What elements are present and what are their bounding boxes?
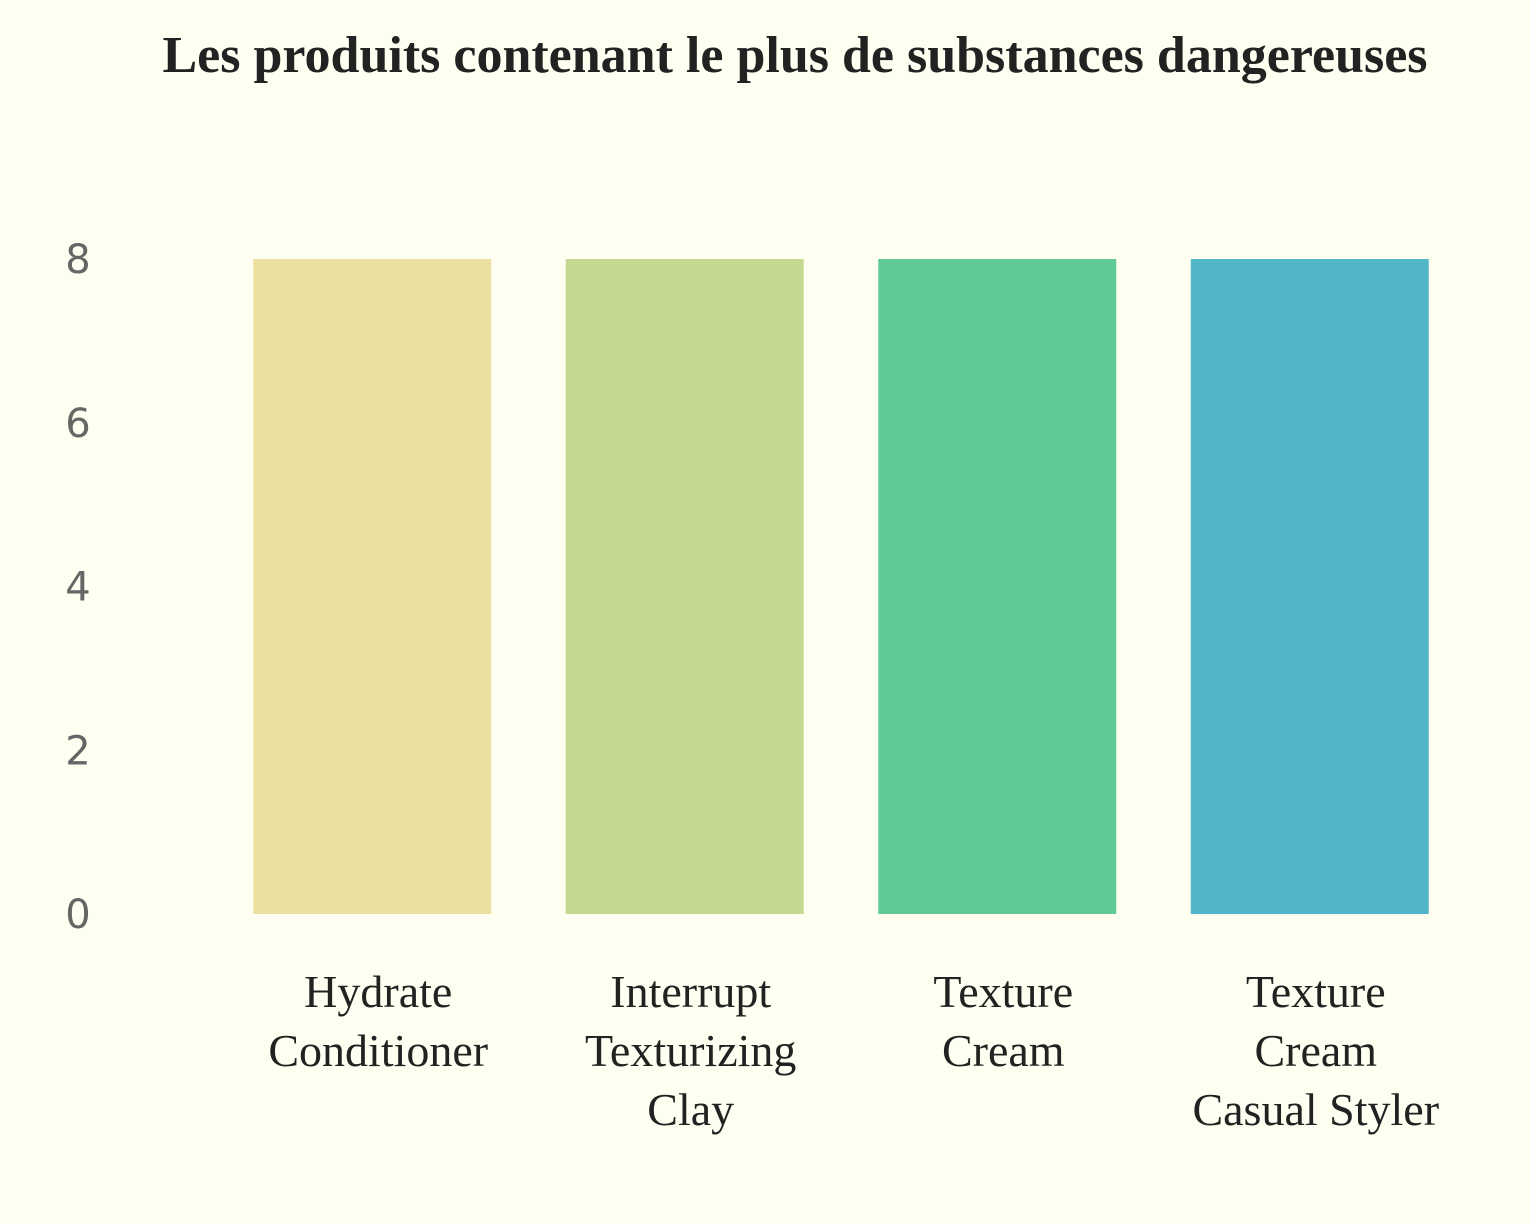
x-tick-label: Texture	[1246, 966, 1386, 1017]
x-tick-label: Texture	[933, 966, 1073, 1017]
x-tick-label: Conditioner	[268, 1025, 488, 1076]
y-tick-label: 6	[65, 401, 90, 447]
bar[interactable]	[878, 259, 1117, 914]
y-axis: 0 2 4 6 8	[65, 237, 90, 938]
x-tick-label: Texturizing	[585, 1025, 796, 1076]
x-tick-label: Interrupt	[610, 966, 771, 1017]
bar[interactable]	[1190, 259, 1429, 914]
x-tick-label: Casual Styler	[1192, 1084, 1439, 1135]
x-tick-label: Cream	[1254, 1025, 1377, 1076]
bars-group	[253, 259, 1429, 914]
chart-title: Les produits contenant le plus de substa…	[162, 27, 1428, 84]
y-tick-label: 8	[65, 237, 90, 283]
y-tick-label: 0	[65, 892, 90, 938]
x-axis: Hydrate Conditioner Interrupt Texturizing Cl…	[268, 966, 1439, 1135]
x-tick-label: Hydrate	[304, 966, 452, 1017]
y-tick-label: 2	[65, 728, 90, 774]
x-tick-label: Cream	[942, 1025, 1065, 1076]
x-tick-label: Clay	[647, 1084, 734, 1135]
bar[interactable]	[565, 259, 804, 914]
bar[interactable]	[253, 259, 492, 914]
y-tick-label: 4	[65, 565, 90, 611]
